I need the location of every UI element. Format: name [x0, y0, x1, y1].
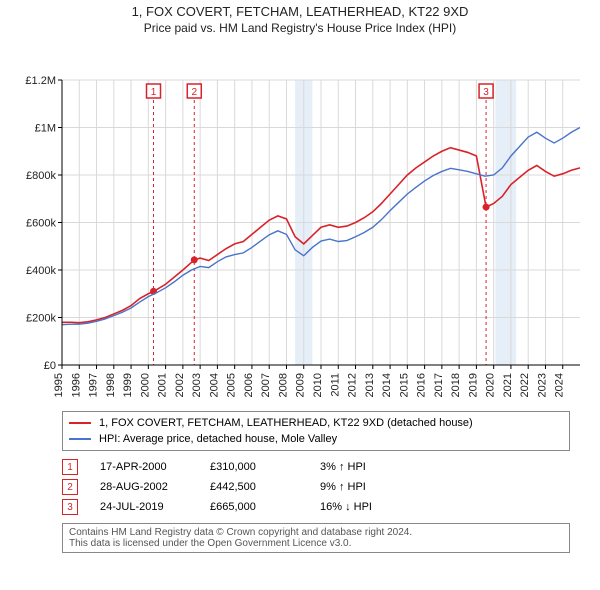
svg-text:3: 3 — [483, 87, 489, 98]
svg-text:1: 1 — [151, 87, 157, 98]
svg-text:2001: 2001 — [157, 373, 169, 397]
svg-text:2003: 2003 — [191, 373, 203, 397]
svg-text:2017: 2017 — [433, 373, 445, 397]
annotation-badge: 3 — [62, 499, 78, 515]
annotation-row: 2 28-AUG-2002£442,5009% ↑ HPI — [62, 477, 570, 497]
svg-text:2020: 2020 — [485, 373, 497, 397]
svg-text:2005: 2005 — [226, 373, 238, 397]
svg-text:2010: 2010 — [312, 373, 324, 397]
price-chart: 1 2 3 £0 £200k £400k £600k £800k £1M £1.2M 1995 199… — [0, 35, 600, 405]
svg-text:2021: 2021 — [502, 373, 514, 397]
svg-text:1999: 1999 — [122, 373, 134, 397]
svg-text:1996: 1996 — [70, 373, 82, 397]
svg-text:1998: 1998 — [105, 373, 117, 397]
svg-text:£1.2M: £1.2M — [25, 75, 56, 87]
svg-text:£200k: £200k — [26, 313, 56, 325]
footer-line-2: This data is licensed under the Open Gov… — [69, 538, 563, 549]
svg-text:2018: 2018 — [450, 373, 462, 397]
annotation-price: £442,500 — [210, 481, 320, 493]
svg-text:2000: 2000 — [139, 373, 151, 397]
svg-text:£800k: £800k — [26, 170, 56, 182]
svg-text:2019: 2019 — [467, 373, 479, 397]
svg-text:£0: £0 — [44, 360, 56, 372]
svg-text:2023: 2023 — [536, 373, 548, 397]
title-line-1: 1, FOX COVERT, FETCHAM, LEATHERHEAD, KT2… — [0, 4, 600, 19]
legend-label: 1, FOX COVERT, FETCHAM, LEATHERHEAD, KT2… — [99, 417, 473, 429]
svg-text:2006: 2006 — [243, 373, 255, 397]
attribution-footer: Contains HM Land Registry data © Crown c… — [62, 523, 570, 553]
title-line-2: Price paid vs. HM Land Registry's House … — [0, 21, 600, 35]
annotation-date: 24-JUL-2019 — [100, 501, 210, 513]
svg-text:2008: 2008 — [277, 373, 289, 397]
svg-text:2016: 2016 — [416, 373, 428, 397]
svg-text:2015: 2015 — [398, 373, 410, 397]
svg-text:£1M: £1M — [35, 123, 56, 135]
annotation-row: 1 17-APR-2000£310,0003% ↑ HPI — [62, 457, 570, 477]
svg-text:£400k: £400k — [26, 265, 56, 277]
annotation-date: 28-AUG-2002 — [100, 481, 210, 493]
chart-legend: 1, FOX COVERT, FETCHAM, LEATHERHEAD, KT2… — [62, 411, 570, 451]
svg-text:2: 2 — [191, 87, 197, 98]
svg-text:2013: 2013 — [364, 373, 376, 397]
annotation-diff: 3% ↑ HPI — [320, 461, 460, 473]
svg-text:2012: 2012 — [347, 373, 359, 397]
annotation-diff: 9% ↑ HPI — [320, 481, 460, 493]
svg-text:2002: 2002 — [174, 373, 186, 397]
footer-line-1: Contains HM Land Registry data © Crown c… — [69, 527, 563, 538]
legend-label: HPI: Average price, detached house, Mole… — [99, 433, 337, 445]
annotation-table: 1 17-APR-2000£310,0003% ↑ HPI 2 28-AUG-2002… — [62, 457, 570, 517]
svg-text:2022: 2022 — [519, 373, 531, 397]
annotation-diff: 16% ↓ HPI — [320, 501, 460, 513]
annotation-badge: 1 — [62, 459, 78, 475]
svg-text:2007: 2007 — [260, 373, 272, 397]
legend-swatch — [69, 438, 91, 440]
svg-text:2014: 2014 — [381, 373, 393, 397]
annotation-date: 17-APR-2000 — [100, 461, 210, 473]
annotation-price: £665,000 — [210, 501, 320, 513]
annotation-price: £310,000 — [210, 461, 320, 473]
chart-title-block: 1, FOX COVERT, FETCHAM, LEATHERHEAD, KT2… — [0, 0, 600, 35]
annotation-badge: 2 — [62, 479, 78, 495]
svg-text:2024: 2024 — [554, 373, 566, 397]
svg-text:1997: 1997 — [88, 373, 100, 397]
legend-item: 1, FOX COVERT, FETCHAM, LEATHERHEAD, KT2… — [69, 415, 563, 431]
svg-text:1995: 1995 — [53, 373, 65, 397]
svg-text:2011: 2011 — [329, 373, 341, 397]
svg-text:2004: 2004 — [208, 373, 220, 397]
svg-text:£600k: £600k — [26, 218, 56, 230]
svg-text:2009: 2009 — [295, 373, 307, 397]
legend-item: HPI: Average price, detached house, Mole… — [69, 431, 563, 447]
annotation-row: 3 24-JUL-2019£665,00016% ↓ HPI — [62, 497, 570, 517]
legend-swatch — [69, 422, 91, 424]
